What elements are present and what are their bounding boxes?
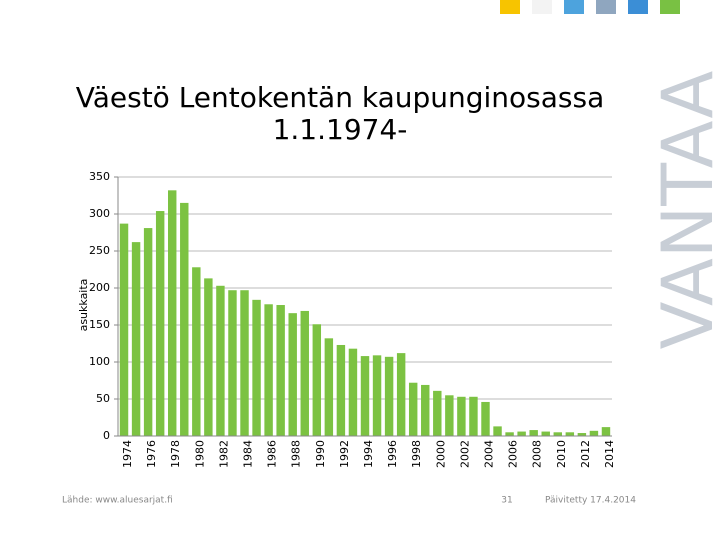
x-tick-label: 1996: [386, 440, 399, 468]
x-tick-label: 2006: [507, 440, 520, 468]
x-tick-label: 1978: [169, 440, 182, 468]
y-tick-label: 100: [89, 355, 110, 368]
bar: [445, 395, 454, 436]
bar: [252, 299, 261, 436]
x-tick-label: 1974: [121, 440, 134, 468]
y-tick-label: 250: [89, 244, 110, 257]
x-tick-label: 2000: [434, 440, 447, 468]
bar: [541, 431, 550, 436]
bar: [372, 355, 382, 436]
bar: [143, 228, 153, 436]
chart-title: 1.1.1974-: [273, 113, 408, 146]
updated: Päivitetty 17.4.2014: [545, 496, 636, 506]
x-tick-label: 1988: [290, 440, 303, 468]
y-tick-label: 50: [96, 392, 110, 405]
bar: [481, 401, 490, 436]
bar: [216, 285, 225, 436]
logo-square: [532, 0, 552, 14]
x-tick-label: 2010: [555, 440, 568, 468]
x-tick-label: 1990: [314, 440, 327, 468]
x-tick-label: 2012: [579, 440, 592, 468]
x-tick-label: 1994: [362, 440, 375, 468]
bar: [433, 390, 442, 436]
bar: [565, 432, 575, 436]
x-tick-label: 2004: [482, 440, 495, 468]
x-tick-label: 1986: [266, 440, 279, 468]
y-tick-label: 350: [89, 170, 110, 183]
bar: [421, 384, 430, 436]
x-tick-label: 1976: [145, 440, 158, 468]
y-tick-label: 0: [103, 429, 110, 442]
bar: [204, 278, 213, 436]
logo-square: [660, 0, 680, 14]
logo-square: [596, 0, 616, 14]
logo-square: [564, 0, 584, 14]
x-tick-label: 1982: [217, 440, 230, 468]
bar: [553, 432, 562, 436]
x-tick-label: 1984: [242, 440, 255, 468]
bar: [469, 396, 478, 436]
y-tick-label: 200: [89, 281, 110, 294]
bar: [505, 432, 514, 436]
bar: [529, 430, 538, 436]
bar: [348, 348, 358, 436]
bar: [300, 310, 309, 436]
bar: [517, 431, 526, 436]
bar: [457, 396, 466, 436]
logo-square: [500, 0, 520, 14]
bar: [312, 324, 322, 436]
y-axis-label: asukkaita: [77, 279, 90, 332]
x-tick-label: 1998: [410, 440, 423, 468]
bar: [408, 382, 418, 436]
source: Lähde: www.aluesarjat.fi: [62, 496, 173, 506]
bar: [276, 305, 285, 436]
x-tick-label: 1992: [338, 440, 351, 468]
logo-square: [628, 0, 648, 14]
bar: [119, 223, 129, 436]
x-tick-label: 2002: [458, 440, 471, 468]
bar: [493, 426, 502, 436]
bar: [601, 427, 611, 436]
logo: VANTAA: [647, 71, 720, 350]
x-tick-label: 1980: [193, 440, 206, 468]
bar: [155, 211, 165, 436]
bar: [360, 356, 370, 436]
x-tick-label: 2008: [531, 440, 544, 468]
y-tick-label: 150: [89, 318, 110, 331]
bar: [180, 202, 189, 436]
bar: [396, 353, 406, 436]
bar: [192, 267, 201, 436]
x-tick-label: 2014: [603, 440, 616, 468]
bar: [288, 313, 297, 436]
bar: [240, 290, 249, 436]
logo-squares: [500, 0, 680, 14]
bar: [264, 304, 273, 436]
bar: [131, 242, 141, 436]
bar: [336, 344, 346, 436]
chart-title: Väestö Lentokentän kaupunginosassa: [76, 81, 605, 114]
bar: [589, 430, 599, 436]
bar: [168, 190, 177, 436]
bar: [228, 290, 237, 436]
bar: [324, 338, 334, 436]
page-number: 31: [501, 496, 512, 506]
bar: [384, 356, 394, 436]
bar: [577, 433, 587, 436]
y-tick-label: 300: [89, 207, 110, 220]
